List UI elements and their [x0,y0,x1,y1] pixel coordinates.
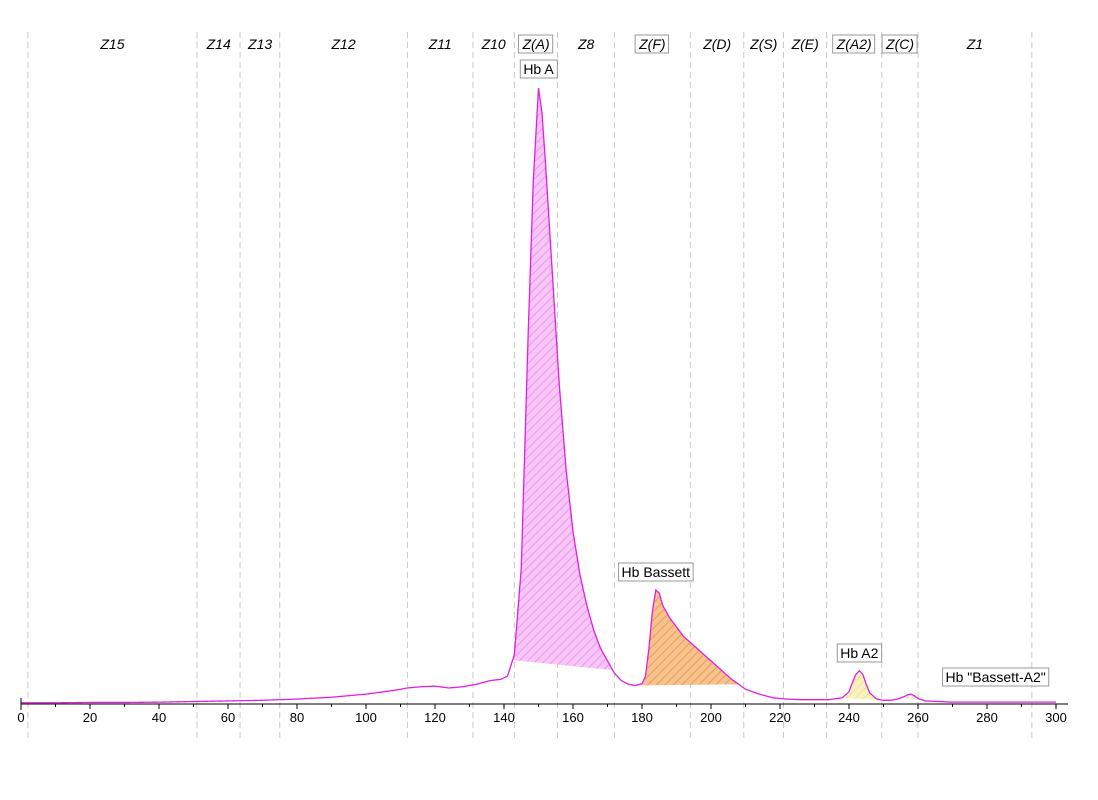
peak-areas [512,88,925,701]
peak-label: Hb "Bassett-A2" [946,669,1046,685]
zone-label: Z10 [481,36,506,52]
x-axis: 0 20 40 60 80 100 120 140 160 180 200 220 240 260 280 3… [17,698,1068,725]
peak-area [512,88,613,671]
x-tick-label: 100 [355,710,377,725]
x-tick-label: 40 [152,710,166,725]
x-tick-label: 140 [493,710,515,725]
peak-area [842,670,884,701]
trace-line [21,87,1056,704]
zone-label: Z1 [966,36,983,52]
x-tick-label: 0 [17,710,24,725]
peak-label: Hb A2 [840,645,878,661]
x-tick-label: 260 [907,710,929,725]
zone-label: Z(A2) [836,36,872,52]
zone-label-box [832,34,876,54]
x-tick-label: 160 [562,710,584,725]
zone-labels: Z15 Z14 Z13 Z12 Z11 Z10 Z(A) Z8 Z(F) Z(D) Z(S) Z(E)… [99,34,983,54]
zone-label-box [634,34,670,54]
peak-label: Hb Bassett [622,564,691,580]
x-tick-label: 20 [83,710,97,725]
zone-label: Z(F) [638,36,665,52]
zone-label-box [517,34,554,54]
zone-label: Z(S) [749,36,777,52]
x-tick-label: 120 [424,710,446,725]
zone-label: Z12 [331,36,356,52]
peak-area [635,590,739,686]
x-tick-label: 200 [700,710,722,725]
x-tick-label: 180 [631,710,653,725]
peak-label: Hb A [523,61,554,77]
x-tick-label: 240 [838,710,860,725]
x-tick-label: 220 [769,710,791,725]
zone-label: Z8 [577,36,595,52]
zone-label: Z(C) [885,36,914,52]
zone-label: Z(D) [702,36,731,52]
zone-label: Z15 [99,36,124,52]
zone-label: Z(E) [791,36,819,52]
peak-label-box [942,667,1050,687]
x-tick-label: 280 [976,710,998,725]
zone-label: Z13 [247,36,272,52]
zone-label: Z11 [428,36,452,52]
zone-label: Z(A) [521,36,549,52]
peak-label-box [519,59,558,79]
x-tick-label: 300 [1045,710,1067,725]
zone-label: Z14 [206,36,231,52]
peak-label-box [836,643,883,663]
peak-labels: Hb A Hb Bassett Hb A2 Hb "Bassett-A2" [519,59,1050,687]
x-tick-label: 80 [290,710,304,725]
x-tick-label: 60 [221,710,235,725]
zone-label-box [881,34,918,54]
peak-label-box [618,562,694,582]
